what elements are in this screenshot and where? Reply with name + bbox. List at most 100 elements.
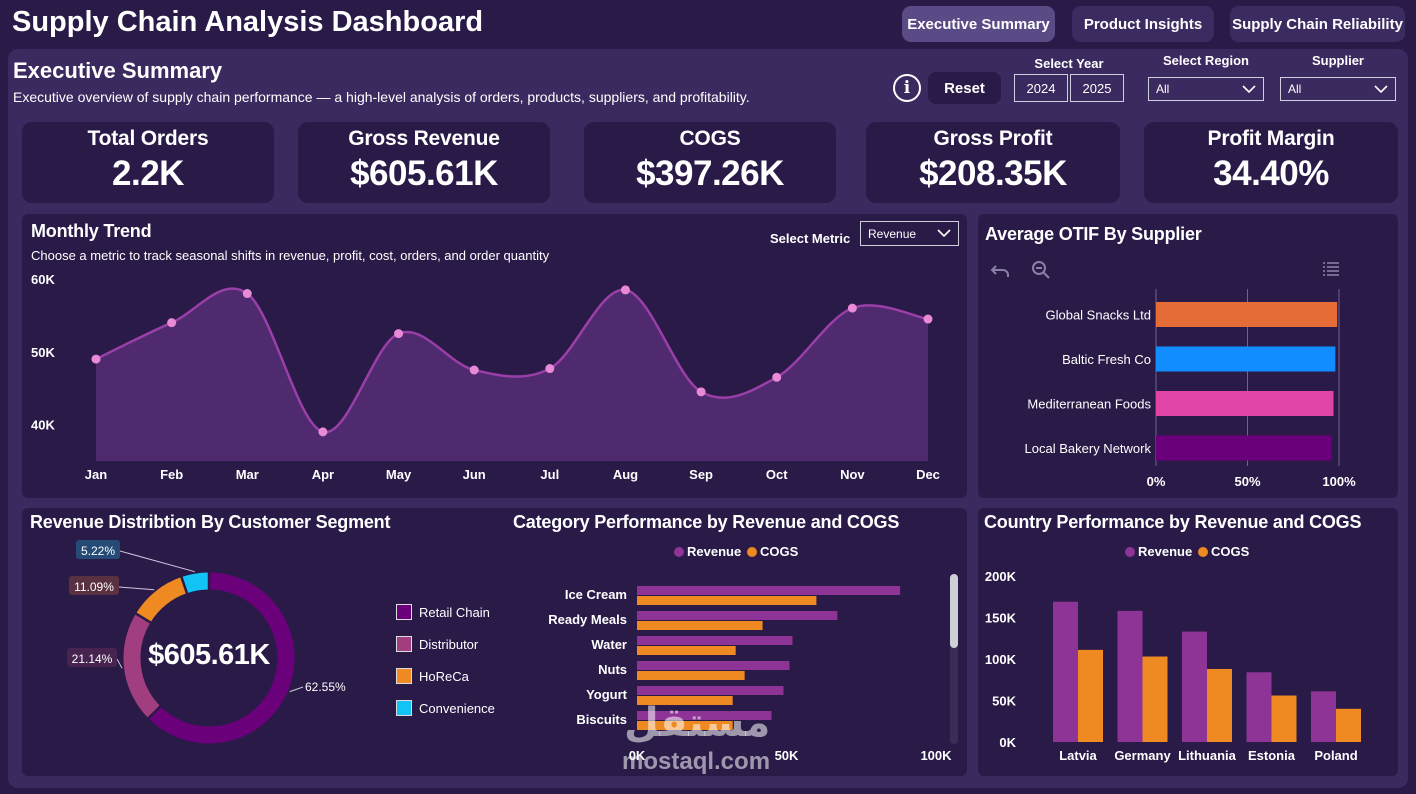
category-bar-cogs-ready-meals[interactable] — [637, 621, 763, 630]
reset-button[interactable]: Reset — [928, 72, 1001, 104]
monthly-point-jan[interactable] — [91, 354, 101, 364]
x-tick-label: Dec — [916, 467, 940, 482]
legend-swatch — [396, 700, 412, 716]
monthly-point-sep[interactable] — [696, 387, 706, 397]
country-bar-cogs-lithuania[interactable] — [1207, 668, 1232, 742]
y-tick-label: Ice Cream — [565, 587, 627, 602]
y-tick-label: Global Snacks Ltd — [1045, 308, 1151, 323]
kpi-card-gross-revenue: Gross Revenue $605.61K — [298, 122, 550, 203]
category-bar-cogs-biscuits[interactable] — [637, 721, 733, 730]
monthly-trend-subtitle: Choose a metric to track seasonal shifts… — [31, 248, 550, 263]
donut-center-value: $605.61K — [148, 639, 270, 671]
category-bar-revenue-ice-cream[interactable] — [637, 586, 901, 595]
category-chart[interactable]: Revenue COGS Ice Cream Ready Meals Water Nuts… — [500, 508, 967, 776]
donut-slice-horeca[interactable] — [135, 577, 188, 623]
category-bar-revenue-water[interactable] — [637, 636, 793, 645]
tab-product-insights[interactable]: Product Insights — [1072, 6, 1214, 42]
category-bar-cogs-yogurt[interactable] — [637, 696, 733, 705]
undo-icon[interactable] — [990, 260, 1012, 280]
x-tick-label: Jun — [463, 467, 486, 482]
category-bar-cogs-nuts[interactable] — [637, 671, 745, 680]
legend-dot-cogs — [747, 547, 757, 557]
monthly-area — [96, 288, 928, 461]
y-tick-label: 150K — [985, 611, 1017, 626]
country-bar-cogs-germany[interactable] — [1142, 656, 1168, 742]
kpi-label: Profit Margin — [1207, 127, 1335, 150]
x-tick-label: Nov — [840, 467, 865, 482]
donut-slice-distributor[interactable] — [123, 613, 161, 719]
legend-item-retail-chain[interactable]: Retail Chain — [396, 596, 495, 628]
monthly-point-aug[interactable] — [620, 285, 630, 295]
legend-label-revenue[interactable]: Revenue — [1138, 544, 1192, 559]
zoom-out-icon[interactable] — [1030, 259, 1052, 281]
y-tick-label: 0K — [999, 735, 1016, 750]
legend-label: Convenience — [419, 700, 495, 716]
list-icon[interactable] — [1322, 260, 1340, 278]
otif-bar-global-snacks-ltd[interactable] — [1156, 302, 1338, 327]
legend-label-cogs[interactable]: COGS — [760, 544, 799, 559]
monthly-trend-chart[interactable]: Jan Feb Mar Apr May Jun Jul Aug Sep Oct Nov Dec 40K 5… — [22, 214, 967, 498]
supplier-filter-label: Supplier — [1311, 53, 1364, 68]
x-tick-label: Aug — [613, 467, 638, 482]
x-tick-label: Jan — [85, 467, 107, 482]
country-bar-revenue-germany[interactable] — [1117, 610, 1143, 742]
country-bar-revenue-poland[interactable] — [1311, 691, 1336, 742]
monthly-point-dec[interactable] — [923, 314, 933, 324]
tab-supply-chain-reliability[interactable]: Supply Chain Reliability — [1230, 6, 1405, 42]
x-tick-label: 0K — [629, 748, 646, 763]
monthly-point-apr[interactable] — [318, 427, 328, 437]
year-filter-label: Select Year — [1034, 56, 1104, 71]
legend-item-convenience[interactable]: Convenience — [396, 692, 495, 724]
country-chart[interactable]: Revenue COGS 0K 50K 100K 150K 200K Latvia German… — [978, 508, 1398, 776]
donut-data-label: 11.09% — [74, 580, 114, 594]
monthly-point-mar[interactable] — [242, 289, 252, 299]
metric-dropdown-value: Revenue — [868, 226, 917, 241]
category-bar-revenue-yogurt[interactable] — [637, 686, 784, 695]
category-bar-revenue-ready-meals[interactable] — [637, 611, 838, 620]
otif-chart[interactable]: Global Snacks Ltd Baltic Fresh Co Mediterr… — [978, 214, 1398, 498]
donut-slice-retail-chain[interactable] — [148, 572, 295, 744]
country-bar-cogs-latvia[interactable] — [1078, 649, 1103, 742]
metric-dropdown[interactable]: Revenue — [860, 221, 959, 246]
legend-item-horeca[interactable]: HoReCa — [396, 660, 495, 692]
region-dropdown[interactable]: All — [1148, 77, 1264, 101]
y-tick-label: Nuts — [598, 662, 627, 677]
supplier-dropdown[interactable]: All — [1280, 77, 1396, 101]
legend-label-revenue[interactable]: Revenue — [687, 544, 741, 559]
info-icon[interactable]: i — [893, 74, 921, 102]
category-bar-revenue-nuts[interactable] — [637, 661, 790, 670]
legend-label: Retail Chain — [419, 604, 490, 620]
otif-bar-local-bakery-network[interactable] — [1156, 435, 1332, 461]
otif-bar-mediterranean-foods[interactable] — [1156, 391, 1334, 416]
segment-donut-chart[interactable]: 62.55% 21.14% 11.09% 5.22% — [22, 508, 392, 776]
monthly-point-nov[interactable] — [847, 303, 857, 313]
year-2024-button[interactable]: 2024 — [1014, 74, 1068, 102]
category-bar-cogs-water[interactable] — [637, 646, 736, 655]
legend-swatch — [396, 636, 412, 652]
monthly-point-jun[interactable] — [469, 365, 479, 375]
monthly-point-may[interactable] — [394, 329, 404, 339]
tab-executive-summary[interactable]: Executive Summary — [902, 6, 1055, 42]
country-bar-revenue-latvia[interactable] — [1053, 601, 1078, 742]
country-bar-cogs-estonia[interactable] — [1271, 695, 1297, 742]
country-bar-revenue-estonia[interactable] — [1246, 672, 1272, 742]
legend-label-cogs[interactable]: COGS — [1211, 544, 1250, 559]
category-bar-cogs-ice-cream[interactable] — [637, 596, 817, 605]
label-box — [67, 648, 117, 667]
donut-slice-convenience[interactable] — [181, 572, 210, 594]
country-title: Country Performance by Revenue and COGS — [984, 512, 1362, 532]
country-bar-revenue-lithuania[interactable] — [1182, 631, 1207, 742]
chevron-down-icon — [1374, 85, 1388, 94]
year-2025-button[interactable]: 2025 — [1070, 74, 1124, 102]
y-tick-label: 200K — [985, 569, 1017, 584]
x-tick-label: May — [386, 467, 412, 482]
category-bar-revenue-biscuits[interactable] — [637, 711, 772, 720]
otif-bar-baltic-fresh-co[interactable] — [1156, 346, 1336, 372]
monthly-point-oct[interactable] — [772, 372, 782, 382]
kpi-value: $208.35K — [919, 154, 1067, 193]
legend-item-distributor[interactable]: Distributor — [396, 628, 495, 660]
monthly-point-jul[interactable] — [545, 364, 555, 374]
country-bar-cogs-poland[interactable] — [1336, 708, 1361, 742]
category-scrollbar-thumb[interactable] — [950, 574, 958, 648]
monthly-point-feb[interactable] — [167, 318, 177, 328]
